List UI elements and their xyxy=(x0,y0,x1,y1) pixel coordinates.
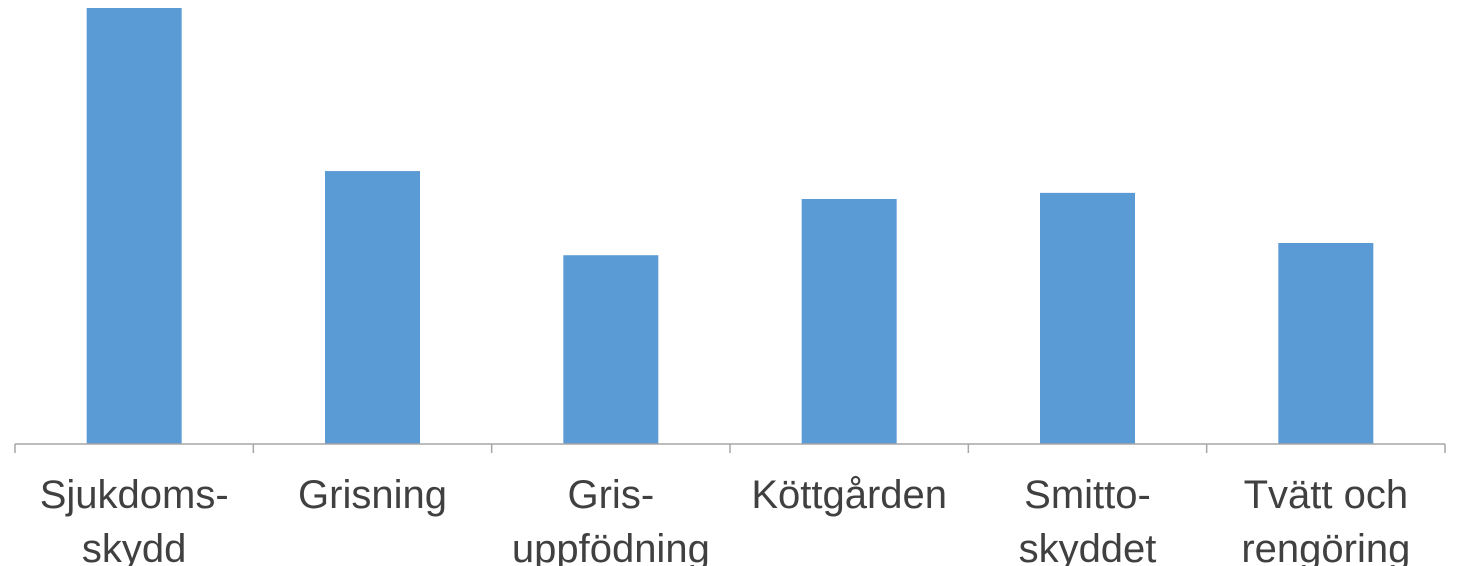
x-tick-label: Tvätt och rengöring xyxy=(1241,473,1410,566)
bar xyxy=(86,8,182,444)
bar xyxy=(1278,243,1374,444)
x-tick-label: Sjukdoms-skydd xyxy=(40,473,229,566)
bar xyxy=(1040,192,1135,444)
x-tick-label: Grisning xyxy=(298,473,447,517)
bar xyxy=(801,198,897,444)
bar xyxy=(325,171,420,444)
bar xyxy=(563,255,659,444)
x-tick-label: Gris-uppfödning xyxy=(512,473,710,566)
x-tick-label: Smitto-skyddet xyxy=(1019,473,1157,566)
x-tick-label: Köttgården xyxy=(751,473,947,517)
